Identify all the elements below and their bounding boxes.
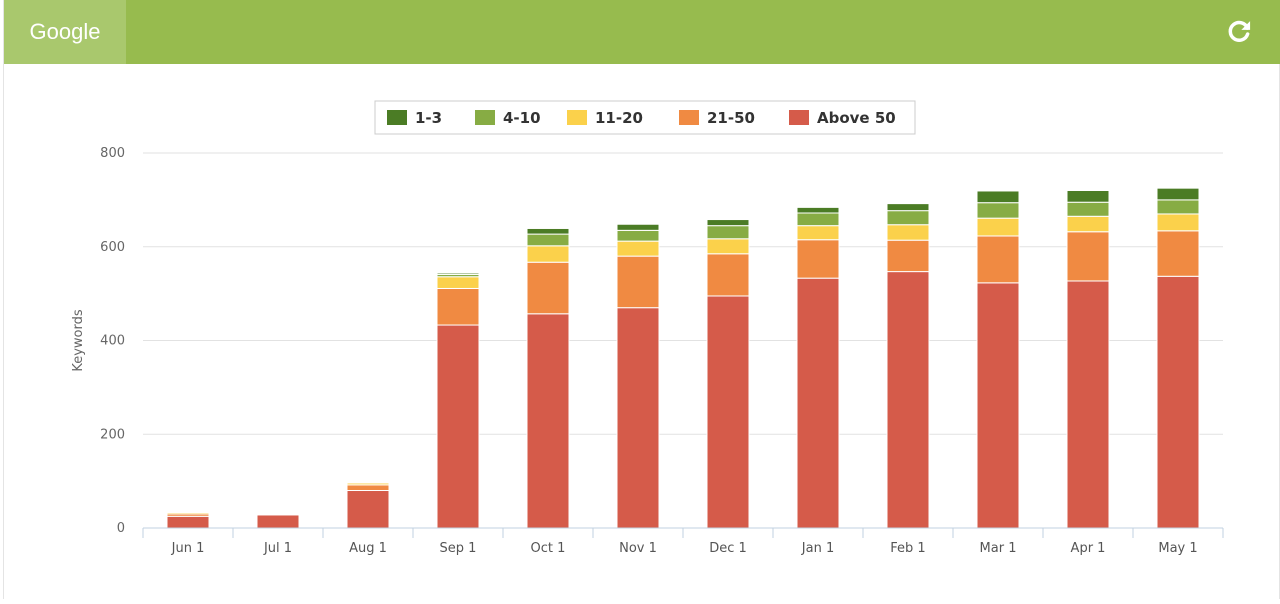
- bar-segment: [346, 484, 390, 491]
- bar-segment: [1156, 213, 1200, 232]
- x-tick-label: Jun 1: [171, 541, 205, 556]
- bar-segment: [526, 233, 570, 247]
- x-tick-label: Apr 1: [1071, 541, 1106, 556]
- bar-segment: [1156, 230, 1200, 277]
- bar-segment: [796, 212, 840, 227]
- bar-segment: [526, 261, 570, 315]
- bar-segment: [616, 307, 660, 529]
- legend-label: 21-50: [707, 109, 755, 127]
- tab-google[interactable]: Google: [4, 0, 126, 64]
- bar-segment: [1066, 190, 1110, 203]
- bar-segment: [346, 490, 390, 529]
- legend-label: 4-10: [503, 109, 541, 127]
- bar-segment: [886, 239, 930, 273]
- bar-segment: [796, 225, 840, 241]
- bar-segment: [256, 513, 300, 516]
- y-axis-label: Keywords: [71, 309, 86, 372]
- stacked-bar-chart: 0 200 400 600 800 Keywords Jun 1 Jul 1 Aug 1 Sep …: [71, 100, 1224, 556]
- bar-segment: [706, 225, 750, 240]
- bar-segment: [706, 219, 750, 227]
- bar-segment: [976, 235, 1020, 284]
- bar-segment: [976, 202, 1020, 219]
- x-tick-label: Feb 1: [890, 541, 925, 556]
- y-tick-label: 0: [117, 521, 125, 536]
- bar-segment: [166, 515, 210, 529]
- x-tick-label: Dec 1: [709, 541, 747, 556]
- bar-segment: [526, 245, 570, 263]
- bar-segment: [796, 239, 840, 279]
- legend-swatch: [679, 110, 699, 125]
- bar-segment: [706, 238, 750, 255]
- bar-segment: [616, 240, 660, 257]
- bar-segment: [706, 295, 750, 529]
- bar-segment: [1066, 280, 1110, 529]
- x-tick-label: Jul 1: [263, 541, 292, 556]
- bar-segment: [976, 282, 1020, 529]
- legend-swatch: [789, 110, 809, 125]
- legend-swatch: [475, 110, 495, 125]
- bar-segment: [1066, 231, 1110, 282]
- bar-segment: [1066, 201, 1110, 217]
- x-tick-label: Oct 1: [531, 541, 566, 556]
- bar-segment: [1066, 215, 1110, 233]
- bar-segment: [526, 313, 570, 529]
- bar-segment: [256, 514, 300, 529]
- bar-segment: [1156, 199, 1200, 215]
- bar-segment: [436, 276, 480, 289]
- bar-segment: [616, 229, 660, 242]
- bar-segment: [436, 272, 480, 275]
- bar-segment: [796, 277, 840, 529]
- bar-segment: [616, 223, 660, 231]
- bar-segment: [1156, 187, 1200, 201]
- bar-segment: [796, 206, 840, 214]
- bar-segment: [526, 227, 570, 235]
- bar-segment: [976, 217, 1020, 237]
- x-tick-label: Sep 1: [440, 541, 477, 556]
- panel-header: Google: [4, 0, 1280, 64]
- bar-segment: [436, 324, 480, 529]
- bar-segment: [886, 224, 930, 241]
- chart-area: 0 200 400 600 800 Keywords Jun 1 Jul 1 Aug 1 Sep …: [4, 64, 1280, 599]
- x-tick-label: May 1: [1158, 541, 1197, 556]
- bar-segment: [346, 481, 390, 484]
- bar-segment: [886, 210, 930, 226]
- y-tick-label: 800: [100, 146, 125, 161]
- bar-segment: [976, 190, 1020, 204]
- y-tick-label: 600: [100, 240, 125, 255]
- bar-segment: [706, 253, 750, 297]
- legend-label: Above 50: [817, 109, 896, 127]
- bar-segment: [886, 203, 930, 212]
- bar-segment: [436, 287, 480, 326]
- bar-segment: [1156, 275, 1200, 529]
- refresh-icon[interactable]: [1225, 17, 1253, 45]
- bar-segment: [166, 512, 210, 515]
- x-tick-label: Nov 1: [619, 541, 657, 556]
- bar-segment: [886, 271, 930, 529]
- keywords-panel: Google 0 200 400 600 800 Keywords Jun 1 Jul 1 Au…: [3, 0, 1280, 599]
- x-tick-label: Mar 1: [980, 541, 1017, 556]
- y-tick-label: 200: [100, 427, 125, 442]
- y-tick-label: 400: [100, 334, 125, 349]
- legend-swatch: [567, 110, 587, 125]
- bar-segment: [616, 255, 660, 309]
- x-tick-label: Jan 1: [801, 541, 834, 556]
- legend-label: 1-3: [415, 109, 442, 127]
- legend-label: 11-20: [595, 109, 643, 127]
- x-tick-label: Aug 1: [349, 541, 387, 556]
- legend-swatch: [387, 110, 407, 125]
- legend-box: [374, 100, 916, 135]
